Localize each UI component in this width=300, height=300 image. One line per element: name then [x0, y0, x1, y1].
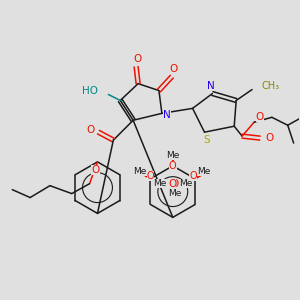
- Text: O: O: [256, 112, 264, 122]
- Text: O: O: [189, 171, 197, 181]
- Text: O: O: [92, 165, 100, 175]
- Text: O: O: [170, 64, 178, 74]
- Text: O: O: [266, 133, 274, 143]
- Text: O: O: [169, 161, 177, 171]
- Text: Me: Me: [166, 152, 179, 160]
- Text: Me: Me: [179, 179, 193, 188]
- Text: Me: Me: [168, 189, 182, 198]
- Text: Me: Me: [153, 179, 166, 188]
- Text: O: O: [169, 179, 177, 189]
- Text: S: S: [203, 135, 210, 145]
- Text: O: O: [171, 179, 179, 189]
- Text: HO: HO: [82, 85, 98, 96]
- Text: O: O: [133, 54, 141, 64]
- Text: Me: Me: [197, 167, 210, 176]
- Text: O: O: [168, 179, 176, 189]
- Text: O: O: [86, 125, 95, 135]
- Text: Me: Me: [134, 167, 147, 176]
- Text: N: N: [163, 110, 171, 120]
- Text: N: N: [207, 81, 214, 91]
- Text: O: O: [146, 171, 154, 181]
- Text: CH₃: CH₃: [262, 81, 280, 91]
